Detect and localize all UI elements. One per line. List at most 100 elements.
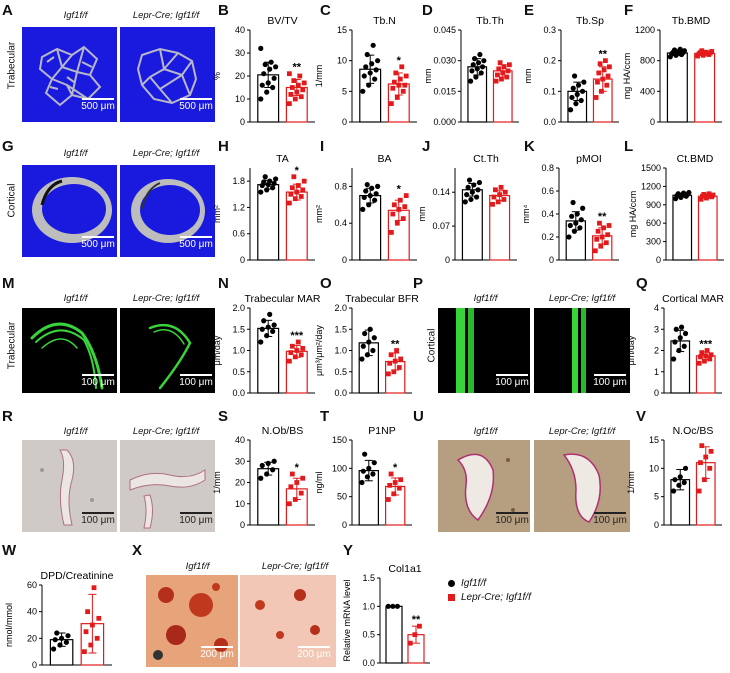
data-point-wt-v: [676, 482, 682, 488]
data-point-wt-b: [268, 59, 274, 65]
data-point-wt-l: [684, 191, 691, 197]
chart-title-q: Cortical MAR: [662, 293, 724, 305]
y-tick-label-o: 1.0: [334, 346, 347, 356]
data-point-wt-i: [361, 194, 367, 201]
data-point-ko-o: [398, 356, 404, 362]
bar-ko-b: [285, 86, 308, 123]
data-point-wt-b: [267, 66, 273, 72]
data-point-ko-j: [490, 201, 495, 207]
data-point-wt-f: [679, 51, 685, 58]
data-point-ko-e: [606, 64, 612, 70]
data-point-wt-d: [474, 66, 480, 72]
data-point-wt-q: [677, 335, 683, 341]
data-point-wt-h: [258, 189, 264, 195]
chart-title-o: Trabecular BFR: [345, 293, 419, 305]
y-tick-label-l: 600: [646, 218, 661, 228]
y-tick-label-d: 0.045: [433, 25, 456, 35]
chart-title-d: Tb.Th: [476, 15, 504, 27]
scale-bar-m: 100 μm: [78, 374, 118, 388]
data-point-ko-h: [300, 187, 306, 193]
data-point-wt-j: [462, 199, 468, 205]
data-point-wt-e: [571, 73, 578, 79]
data-point-wt-w: [65, 633, 71, 639]
data-point-ko-f: [697, 50, 703, 56]
y-tick-label-e: 0.0: [543, 117, 556, 127]
data-point-ko-f: [707, 50, 713, 56]
data-point-wt-t: [360, 468, 366, 474]
data-point-ko-c: [393, 70, 399, 76]
data-point-wt-v: [672, 477, 678, 483]
y-tick-label-k: 0.4: [541, 209, 554, 219]
data-point-wt-k: [573, 220, 579, 226]
data-point-ko-h: [288, 191, 294, 197]
data-point-wt-c: [367, 70, 373, 76]
significance-h: *: [295, 165, 300, 177]
y-tick-label-y: 0.5: [362, 630, 375, 640]
histology-ob-wt: [22, 440, 117, 532]
data-point-wt-q: [681, 343, 687, 349]
data-point-ko-d: [497, 60, 503, 66]
y-tick-label-b: 0: [240, 117, 245, 127]
scale-bar-x2: 200 μm: [294, 646, 334, 660]
data-point-ko-v: [698, 460, 703, 466]
y-tick-label-e: 0.3: [543, 25, 556, 35]
data-point-ko-q: [704, 348, 710, 353]
y-tick-label-l: 300: [646, 237, 661, 247]
data-point-ko-d: [499, 76, 504, 82]
data-point-wt-i: [369, 185, 375, 191]
panel-label-b: B: [218, 2, 229, 19]
data-point-wt-f: [676, 48, 682, 55]
panel-label-q: Q: [636, 275, 648, 292]
panel-label-u: U: [413, 408, 424, 425]
data-point-ko-n: [295, 339, 301, 345]
data-point-wt-i: [375, 183, 381, 189]
scale-bar-p2: 100 μm: [590, 374, 630, 388]
data-point-wt-s: [270, 467, 276, 473]
data-point-wt-l: [683, 193, 689, 199]
data-point-ko-o: [396, 365, 402, 370]
data-point-wt-e: [568, 107, 574, 113]
chart-title-b: BV/TV: [267, 15, 297, 27]
bar-wt-i: [359, 195, 382, 261]
data-point-ko-d: [496, 66, 502, 72]
data-point-wt-f: [669, 51, 675, 57]
data-point-wt-e: [570, 85, 576, 91]
bar-wt-s: [257, 468, 280, 526]
data-point-wt-c: [364, 51, 370, 58]
data-point-wt-n: [270, 328, 276, 334]
data-point-wt-f: [673, 52, 679, 58]
data-point-ko-y: [412, 632, 418, 638]
y-tick-label-y: 1.0: [362, 601, 375, 611]
histology-ob-ko: [120, 440, 215, 532]
data-point-ko-k: [601, 225, 606, 231]
data-point-wt-e: [574, 91, 580, 97]
data-point-ko-d: [493, 78, 499, 84]
y-tick-label-j: 0.14: [432, 187, 450, 197]
data-point-ko-o: [394, 348, 399, 353]
bar-ko-c: [387, 83, 410, 123]
group-title-wt-g: Igf1f/f: [63, 148, 88, 159]
bar-wt-j: [461, 189, 483, 261]
data-point-wt-v: [682, 465, 689, 471]
data-point-ko-e: [605, 73, 611, 79]
data-point-ko-l: [704, 195, 709, 201]
group-title-wt-m: Igf1f/f: [63, 293, 88, 304]
data-point-ko-b: [300, 87, 306, 93]
scale-bar-g: 500 μm: [78, 236, 118, 250]
data-point-ko-l: [705, 193, 711, 198]
panel-label-x: X: [132, 542, 143, 559]
data-point-wt-k: [571, 228, 578, 234]
data-point-ko-s: [289, 471, 295, 477]
data-point-ko-n: [288, 350, 294, 356]
data-point-wt-v: [671, 488, 677, 494]
bar-wt-t: [358, 470, 380, 526]
data-point-ko-w: [88, 642, 94, 648]
data-point-wt-c: [363, 64, 369, 70]
data-point-wt-l: [673, 196, 679, 202]
data-point-ko-s: [288, 484, 294, 490]
data-point-wt-h: [270, 185, 276, 191]
data-point-ko-i: [391, 202, 397, 208]
data-point-ko-d: [505, 68, 511, 74]
panel-label-p: P: [413, 275, 424, 292]
data-point-wt-i: [367, 193, 373, 199]
